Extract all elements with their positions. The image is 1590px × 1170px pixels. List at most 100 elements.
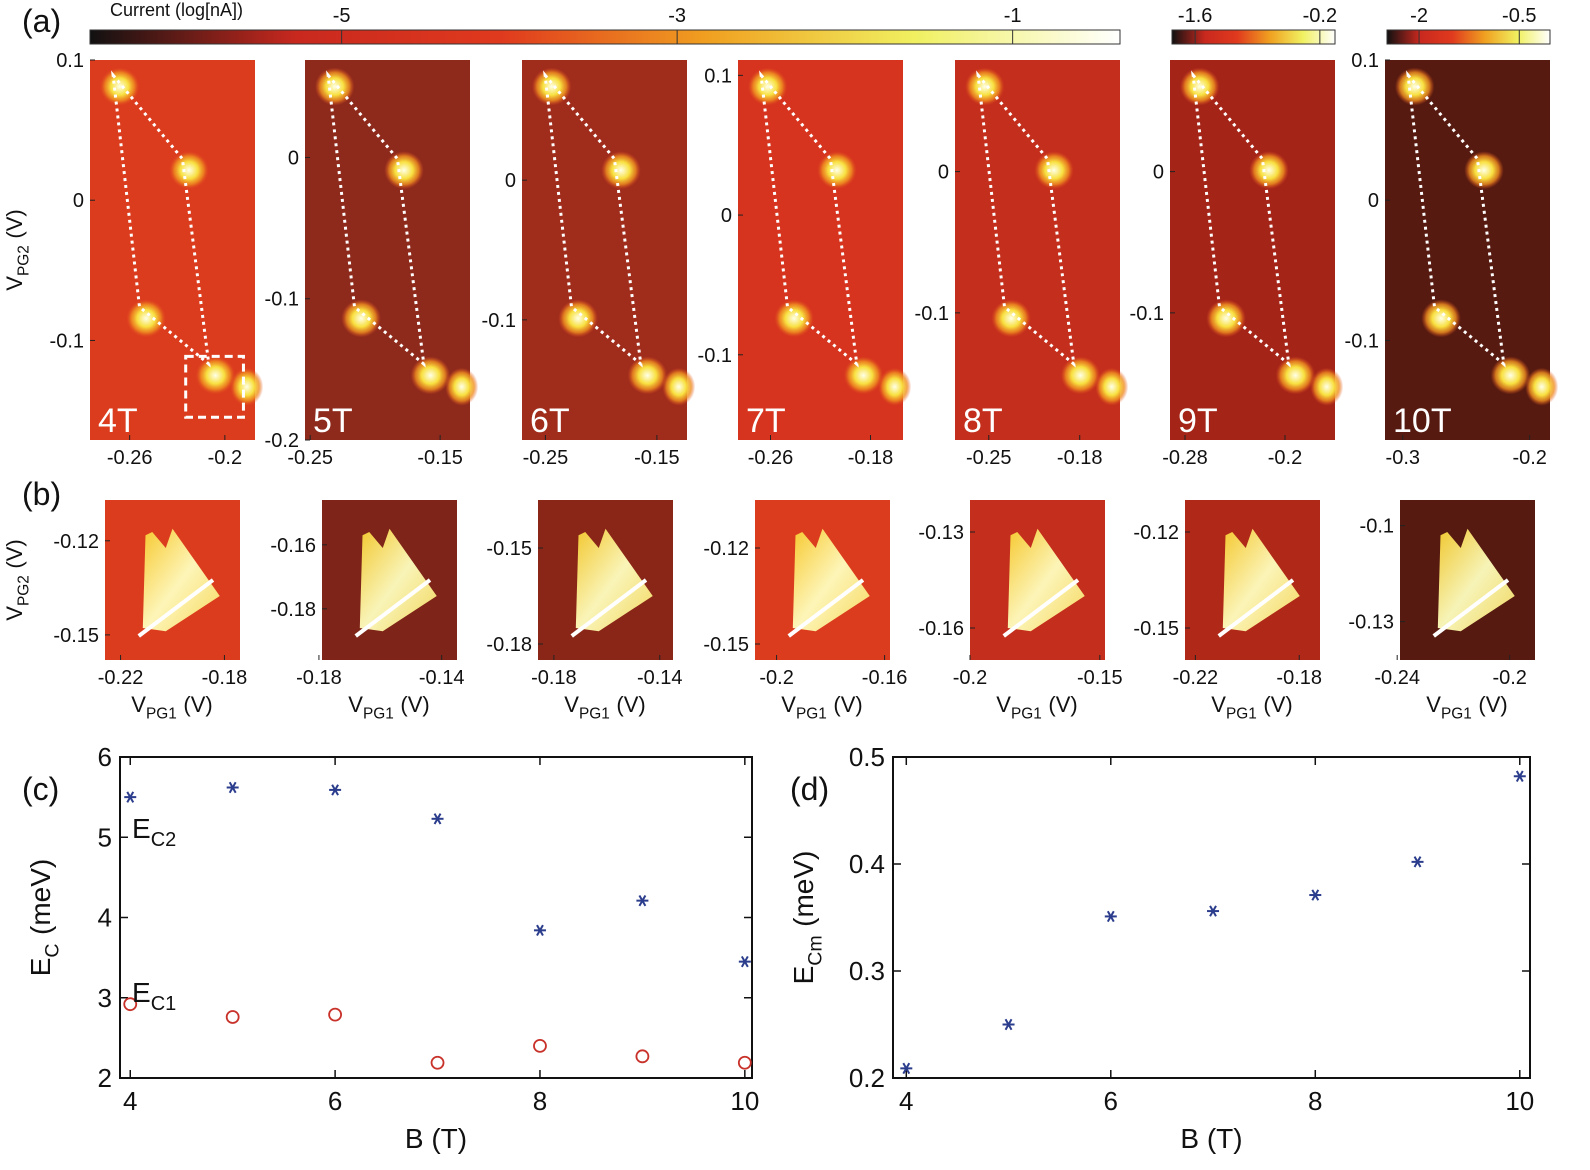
peak — [126, 299, 166, 338]
x-axis-label-unit: (V) — [1478, 692, 1507, 717]
charge-triangle — [1437, 528, 1515, 632]
series-label-main: E — [132, 977, 151, 1008]
star-stroke — [740, 955, 749, 968]
colorbar-tick-label: -1.6 — [1178, 5, 1212, 27]
x-tick-label: -0.14 — [637, 667, 683, 689]
point — [635, 1049, 650, 1064]
charge-region — [1406, 70, 1506, 368]
x-axis-label-sub: PG1 — [146, 706, 177, 723]
peak — [1310, 367, 1344, 406]
charge-triangle — [575, 528, 653, 632]
x-tick-label: -0.25 — [287, 447, 333, 469]
peak — [531, 67, 572, 106]
zoom-box — [184, 354, 245, 419]
x-axis-label-main: V — [1426, 692, 1441, 717]
y-tick-label: -0.15 — [1133, 618, 1179, 640]
y-tick-label: -0.18 — [270, 599, 316, 621]
colorbar-tick-label: -0.5 — [1502, 5, 1536, 27]
star-stroke — [126, 791, 135, 803]
panel-label: (a) — [22, 3, 61, 39]
x-tick-label: 10 — [730, 1086, 759, 1116]
x-axis-label-unit: (V) — [1048, 692, 1077, 717]
peak — [1490, 356, 1531, 395]
x-tick-label: -0.22 — [98, 667, 144, 689]
x-axis-label: B (T) — [405, 1123, 467, 1154]
point — [1513, 770, 1526, 782]
x-axis-label-main: V — [131, 692, 146, 717]
charge-triangle — [1007, 528, 1085, 632]
peak — [1464, 151, 1504, 190]
edge-line — [1217, 578, 1295, 638]
y-axis-label-unit: (V) — [2, 539, 27, 568]
charge-region — [543, 70, 643, 368]
y-tick-label: 0 — [721, 205, 732, 227]
star-stroke — [228, 781, 237, 794]
x-axis-label-unit: (V) — [400, 692, 429, 717]
peak — [964, 67, 1005, 106]
colorbar-tick-label: -2 — [1410, 5, 1428, 27]
x-tick-label: -0.15 — [634, 447, 680, 469]
field-label: 5T — [313, 402, 353, 440]
y-axis-label-main: V — [2, 606, 27, 621]
x-axis-label-main: V — [781, 692, 796, 717]
plot-frame — [892, 756, 1531, 1079]
field-label: 6T — [530, 402, 570, 440]
x-tick-label: 8 — [533, 1086, 547, 1116]
peak — [445, 367, 479, 406]
y-tick-label: -0.1 — [698, 345, 732, 367]
y-tick-label: -0.1 — [1130, 303, 1164, 325]
x-tick-label: -0.15 — [417, 447, 463, 469]
peak — [1034, 151, 1074, 190]
y-tick-label: 0.1 — [56, 50, 84, 72]
peak — [991, 299, 1031, 338]
y-axis-label: VPG2 (V) — [2, 209, 33, 290]
y-tick-label: 4 — [98, 903, 112, 933]
point — [225, 1010, 240, 1024]
colorbar — [89, 29, 1121, 45]
star-stroke — [1004, 1018, 1013, 1031]
x-tick-label: 10 — [1505, 1086, 1534, 1116]
x-tick-label: -0.2 — [208, 447, 242, 469]
y-tick-label: 0.3 — [849, 956, 885, 986]
charge-triangle — [359, 528, 437, 632]
x-axis-label-main: V — [996, 692, 1011, 717]
y-tick-label: 0 — [1153, 162, 1164, 184]
x-tick-label: -0.18 — [848, 447, 894, 469]
charge-region — [1191, 70, 1291, 368]
point — [431, 813, 444, 825]
x-axis-label-unit: (V) — [183, 692, 212, 717]
charge-triangle — [142, 528, 220, 632]
point — [1207, 905, 1220, 917]
x-tick-label: -0.26 — [748, 447, 794, 469]
star-stroke — [433, 813, 442, 825]
y-tick-label: -0.2 — [265, 430, 299, 452]
x-axis-label: VPG1 (V) — [996, 692, 1077, 723]
field-label: 8T — [963, 402, 1003, 440]
star-stroke — [1209, 905, 1217, 917]
y-tick-label: -0.1 — [482, 310, 516, 332]
star-stroke — [1106, 910, 1115, 923]
peak — [627, 356, 668, 395]
panel-label: (b) — [22, 476, 61, 512]
y-tick-label: 0.2 — [849, 1063, 885, 1093]
peak — [747, 67, 788, 106]
colorbar-label: Current (log[nA]) — [110, 0, 243, 20]
x-axis-label: VPG1 (V) — [348, 692, 429, 723]
peak — [774, 299, 814, 338]
x-axis-label: VPG1 (V) — [781, 692, 862, 723]
x-axis-label-sub: PG1 — [1226, 706, 1257, 723]
x-tick-label: -0.14 — [419, 667, 465, 689]
star-stroke — [902, 1062, 911, 1075]
star-stroke — [1515, 770, 1524, 782]
star-stroke — [638, 894, 647, 907]
x-tick-label: -0.22 — [1173, 667, 1219, 689]
y-tick-label: 5 — [98, 822, 112, 852]
edge-line — [1002, 578, 1080, 638]
field-label: 9T — [1178, 402, 1218, 440]
x-axis-label-unit: (V) — [616, 692, 645, 717]
peak — [99, 67, 140, 106]
peak — [1394, 67, 1435, 106]
y-tick-label: -0.12 — [703, 538, 749, 560]
peak — [1060, 356, 1101, 395]
